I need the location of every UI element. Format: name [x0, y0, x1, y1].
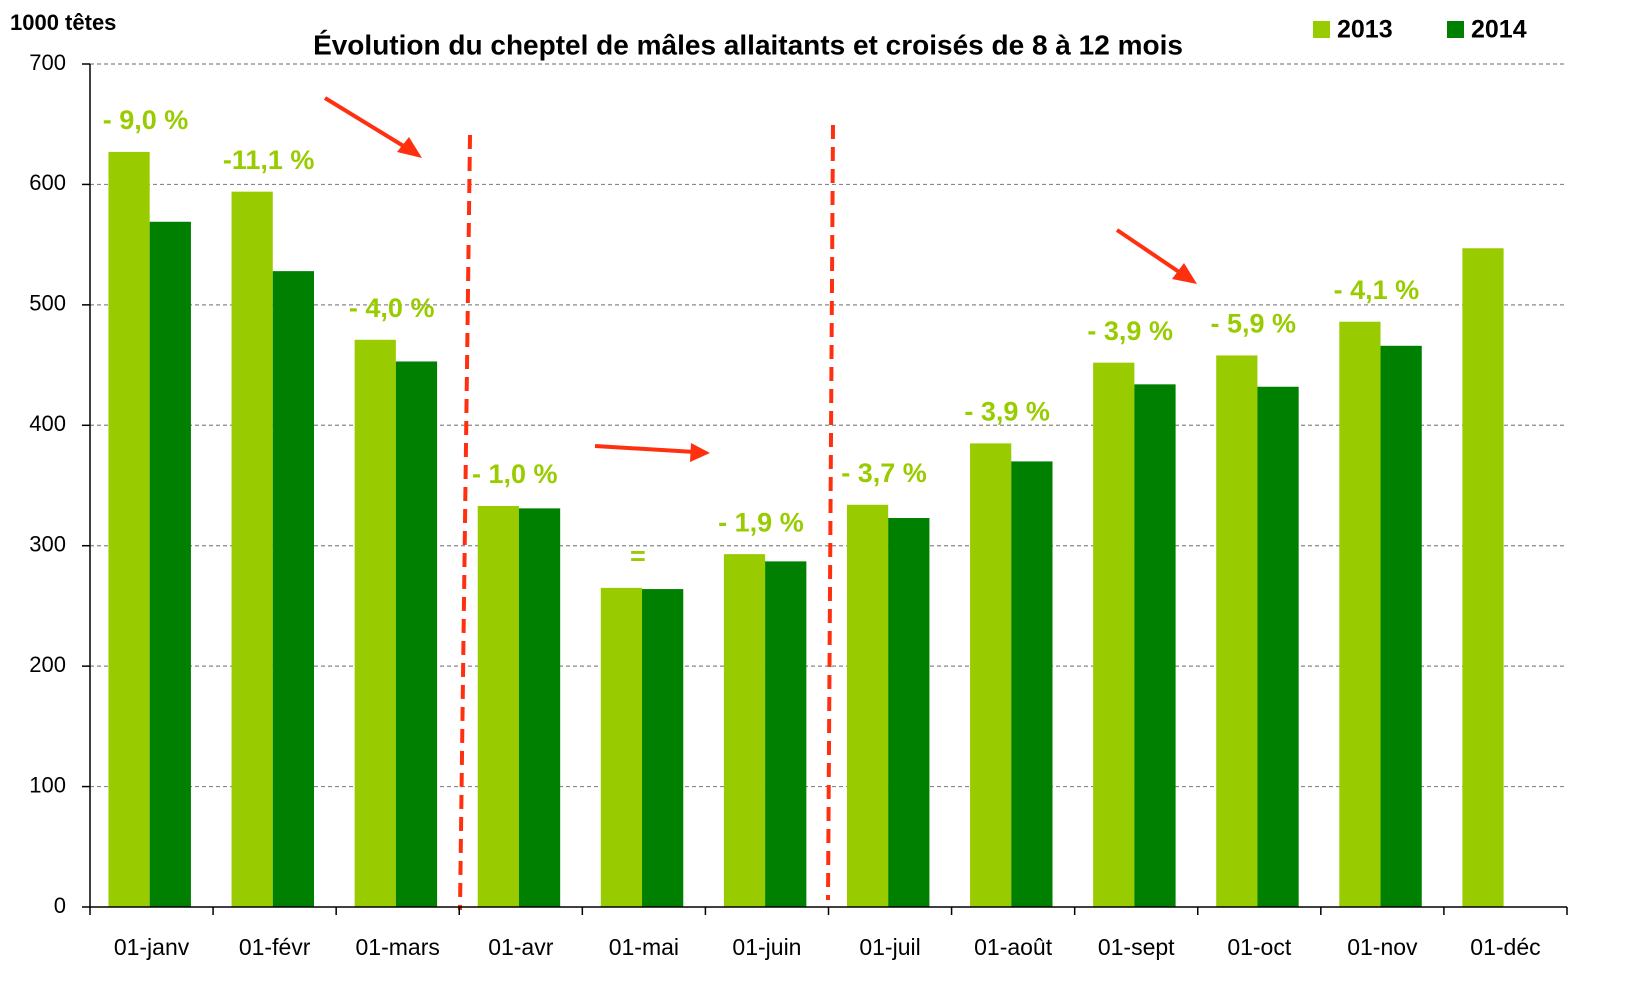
annotation: - 9,0 % [103, 105, 189, 135]
x-tick-label: 01-févr [239, 934, 311, 960]
bar [1134, 384, 1176, 908]
bar [477, 505, 519, 907]
bar [642, 589, 684, 907]
bar [108, 151, 150, 908]
bar [600, 587, 643, 907]
annotation: - 3,7 % [841, 458, 927, 488]
y-axis-label: 1000 têtes [10, 10, 116, 35]
annotation: - 3,9 % [964, 396, 1050, 426]
arrow [1115, 228, 1187, 278]
annotation: - 1,0 % [472, 459, 558, 489]
legend-label: 2013 [1337, 16, 1393, 44]
x-tick-label: 01-nov [1347, 934, 1418, 960]
y-tick-label: 200 [29, 652, 66, 677]
bar [231, 191, 273, 907]
bar [518, 508, 561, 907]
x-tick-label: 01-mars [356, 934, 440, 960]
x-tick-label: 01-mai [609, 934, 679, 960]
bar [395, 361, 438, 907]
legend-swatch [1447, 21, 1464, 38]
y-tick-label: 700 [29, 50, 66, 75]
bar [1093, 362, 1135, 908]
x-tick-label: 01-avr [488, 934, 554, 960]
legend-swatch [1313, 21, 1330, 38]
arrow [594, 444, 696, 454]
y-tick-label: 0 [54, 893, 66, 918]
x-tick-label: 01-juin [732, 934, 801, 960]
bar [888, 518, 930, 907]
bar [970, 443, 1012, 907]
bar [1011, 461, 1053, 907]
y-tick-label: 300 [29, 532, 66, 557]
x-tick-label: 01-août [974, 934, 1053, 960]
annotation: - 4,0 % [349, 293, 435, 323]
arrow-head [397, 137, 422, 158]
y-tick-label: 500 [29, 291, 66, 316]
y-tick-label: 600 [29, 170, 66, 195]
bar [1380, 345, 1422, 907]
annotation: - 3,9 % [1087, 316, 1173, 346]
x-tick-label: 01-oct [1227, 934, 1292, 960]
y-tick-label: 400 [29, 411, 66, 436]
bar [765, 561, 807, 907]
bar [272, 271, 315, 907]
bar [1257, 386, 1299, 908]
bar [1462, 248, 1504, 907]
bar [149, 221, 191, 908]
bars [90, 63, 1567, 908]
x-tick-label: 01-sept [1098, 934, 1175, 960]
annotation: - 1,9 % [718, 507, 804, 537]
separator [458, 134, 472, 911]
bar [354, 339, 396, 907]
bar [1339, 321, 1381, 907]
annotation: - 5,9 % [1211, 309, 1297, 339]
separator [826, 124, 835, 901]
arrow-head [1172, 263, 1197, 284]
chart-title: Évolution du cheptel de mâles allaitants… [313, 29, 1183, 60]
annotation: - 4,1 % [1334, 275, 1420, 305]
legend-label: 2014 [1471, 16, 1527, 44]
bar [723, 554, 766, 907]
y-tick-label: 100 [29, 772, 66, 797]
x-tick-label: 01-juil [859, 934, 920, 960]
annotation: = [630, 541, 646, 571]
annotation: -11,1 % [223, 145, 315, 175]
bar [846, 504, 889, 907]
decorations [323, 96, 1197, 911]
x-tick-label: 01-déc [1470, 934, 1540, 960]
bar [1216, 355, 1258, 907]
arrow-head [690, 443, 710, 462]
x-tick-label: 01-janv [114, 934, 190, 960]
arrow [323, 96, 412, 152]
